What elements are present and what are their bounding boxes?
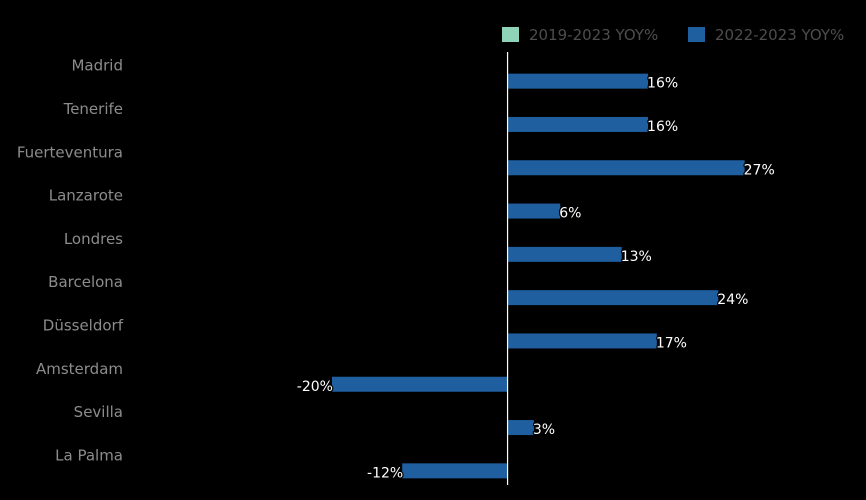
legend-swatch-1 [502, 27, 519, 42]
data-label-2-8: -20% [297, 379, 333, 395]
bar-2-10 [402, 463, 508, 479]
data-label-2-9: 3% [533, 422, 555, 438]
data-label-2-6: 24% [717, 292, 748, 308]
data-label-2-2: 16% [647, 119, 678, 135]
category-label-3: Fuerteventura [17, 143, 123, 161]
category-label-9: Sevilla [74, 403, 123, 421]
data-labels: 16% 16% 27% 6% 13% 24% 17% -20% 3% -12% [296, 74, 776, 482]
legend-swatch-2 [688, 27, 705, 42]
category-label-5: Londres [64, 230, 123, 248]
category-label-8: Amsterdam [36, 360, 123, 378]
bar-2-7 [507, 333, 657, 349]
bar-2-3 [507, 160, 745, 176]
data-label-2-1: 16% [647, 76, 678, 92]
category-label-1: Madrid [71, 57, 123, 75]
data-label-2-5: 13% [621, 249, 652, 265]
data-label-2-4: 6% [559, 206, 581, 222]
bar-2-6 [507, 290, 719, 306]
bar-2-1 [507, 73, 649, 89]
bars [331, 73, 745, 479]
category-label-4: Lanzarote [49, 187, 123, 205]
legend-label-1: 2019-2023 YOY% [529, 26, 658, 44]
category-label-2: Tenerife [63, 100, 123, 118]
legend: 2019-2023 YOY% 2022-2023 YOY% [502, 26, 844, 44]
legend-label-2: 2022-2023 YOY% [715, 26, 844, 44]
category-label-10: La Palma [55, 446, 123, 464]
data-label-2-3: 27% [744, 162, 775, 178]
bar-2-2 [507, 116, 649, 132]
bar-2-4 [507, 203, 561, 219]
data-label-2-10: -12% [367, 465, 403, 481]
category-label-7: Düsseldorf [43, 316, 124, 334]
category-labels: Madrid Tenerife Fuerteventura Lanzarote Lond… [17, 57, 124, 465]
data-label-2-7: 17% [656, 335, 687, 351]
bar-2-9 [507, 420, 534, 436]
bar-2-8 [331, 376, 508, 392]
bar-2-5 [507, 246, 622, 262]
category-label-6: Barcelona [48, 273, 123, 291]
